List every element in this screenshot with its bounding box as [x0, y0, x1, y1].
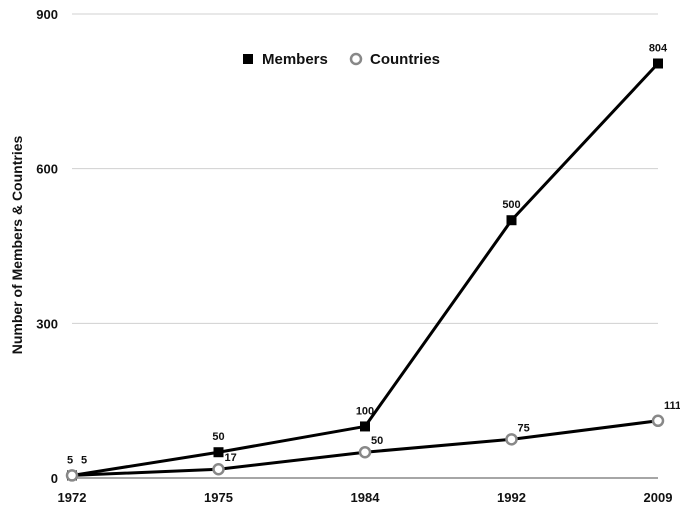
x-tick-label-1975: 1975 — [204, 490, 233, 505]
x-tick-label-1992: 1992 — [497, 490, 526, 505]
countries-data-label-2009: 111 — [664, 400, 680, 412]
legend: Members Countries — [243, 51, 440, 68]
members-data-label-1984: 100 — [356, 405, 374, 417]
legend-marker-countries — [349, 52, 363, 66]
countries-point-1972 — [65, 469, 79, 482]
countries-point-1984 — [358, 445, 372, 459]
members-data-label-2009: 804 — [649, 42, 668, 54]
members-data-label-1972: 5 — [67, 454, 73, 466]
members-point-2009 — [653, 58, 663, 69]
countries-point-1992 — [505, 433, 518, 446]
members-point-1992 — [506, 215, 517, 226]
countries-data-label-1975: 17 — [225, 452, 237, 464]
x-tick-label-1972: 1972 — [58, 490, 87, 505]
legend-marker-members — [243, 54, 253, 64]
legend-label-members: Members — [262, 51, 328, 68]
series-members: 5 50 100 500 804 — [67, 42, 668, 481]
axis-layer: 0 300 600 900 1972 1975 1984 1992 2009 — [36, 7, 672, 505]
countries-point-2009 — [651, 414, 665, 428]
countries-data-label-1992: 75 — [518, 422, 530, 434]
countries-data-label-1984: 50 — [371, 435, 383, 447]
y-tick-label-600: 600 — [36, 162, 58, 177]
x-tick-label-2009: 2009 — [644, 490, 673, 505]
x-tick-label-1984: 1984 — [351, 490, 381, 505]
members-point-1984 — [360, 421, 370, 432]
members-point-1975 — [213, 447, 224, 458]
members-data-label-1975: 50 — [212, 431, 224, 443]
countries-point-1975 — [212, 462, 225, 476]
y-axis-title: Number of Members & Countries — [9, 135, 25, 354]
y-tick-label-300: 300 — [36, 316, 58, 331]
y-tick-label-0: 0 — [51, 471, 58, 486]
legend-label-countries: Countries — [370, 51, 440, 68]
grid-layer — [72, 13, 658, 479]
y-tick-label-900: 900 — [36, 7, 58, 22]
countries-data-label-1972: 5 — [81, 454, 87, 466]
members-data-label-1992: 500 — [502, 199, 520, 211]
